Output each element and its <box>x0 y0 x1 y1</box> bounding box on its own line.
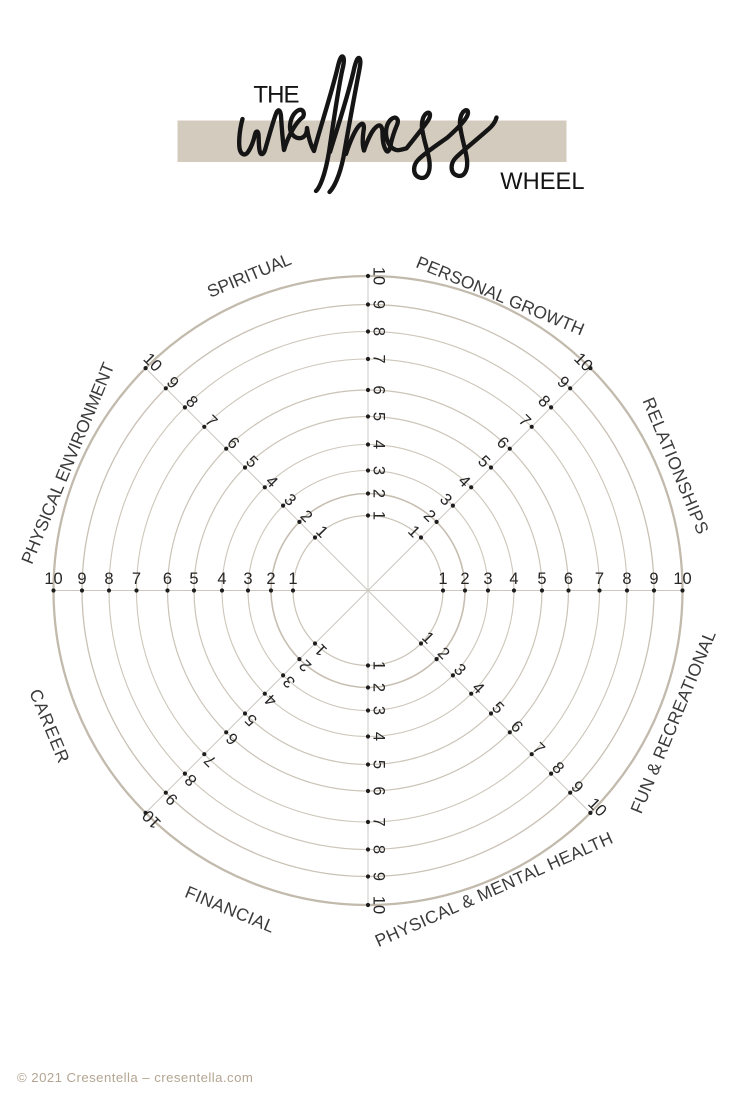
svg-text:4: 4 <box>509 570 518 588</box>
svg-text:1: 1 <box>288 570 297 588</box>
svg-text:2: 2 <box>266 570 275 588</box>
svg-text:6: 6 <box>370 385 388 394</box>
svg-text:5: 5 <box>370 412 388 421</box>
svg-text:9: 9 <box>370 300 388 309</box>
svg-text:9: 9 <box>77 570 86 588</box>
svg-text:4: 4 <box>370 440 388 449</box>
svg-text:© 2021 Cresentella – cresentel: © 2021 Cresentella – cresentella.com <box>17 1070 253 1085</box>
svg-text:8: 8 <box>104 570 113 588</box>
svg-text:3: 3 <box>370 706 388 715</box>
svg-text:5: 5 <box>537 570 546 588</box>
svg-text:6: 6 <box>370 786 388 795</box>
svg-text:10: 10 <box>370 896 388 914</box>
svg-text:10: 10 <box>44 570 62 588</box>
svg-text:8: 8 <box>370 327 388 336</box>
svg-text:7: 7 <box>595 570 604 588</box>
svg-text:3: 3 <box>483 570 492 588</box>
svg-text:8: 8 <box>370 845 388 854</box>
svg-text:4: 4 <box>217 570 226 588</box>
svg-text:5: 5 <box>370 760 388 769</box>
svg-text:1: 1 <box>370 661 388 670</box>
svg-text:9: 9 <box>649 570 658 588</box>
svg-text:7: 7 <box>132 570 141 588</box>
svg-text:3: 3 <box>243 570 252 588</box>
svg-text:10: 10 <box>370 267 388 285</box>
svg-text:6: 6 <box>163 570 172 588</box>
svg-text:6: 6 <box>564 570 573 588</box>
svg-text:7: 7 <box>370 817 388 826</box>
svg-text:THE: THE <box>253 82 298 109</box>
svg-text:2: 2 <box>370 683 388 692</box>
svg-text:3: 3 <box>370 466 388 475</box>
svg-text:1: 1 <box>370 511 388 520</box>
svg-text:2: 2 <box>460 570 469 588</box>
svg-text:4: 4 <box>370 732 388 741</box>
svg-text:7: 7 <box>370 354 388 363</box>
svg-text:5: 5 <box>189 570 198 588</box>
svg-text:WHEEL: WHEEL <box>500 169 584 195</box>
svg-text:1: 1 <box>438 570 447 588</box>
svg-text:2: 2 <box>370 489 388 498</box>
svg-text:10: 10 <box>673 570 691 588</box>
svg-text:9: 9 <box>370 872 388 881</box>
svg-text:8: 8 <box>622 570 631 588</box>
